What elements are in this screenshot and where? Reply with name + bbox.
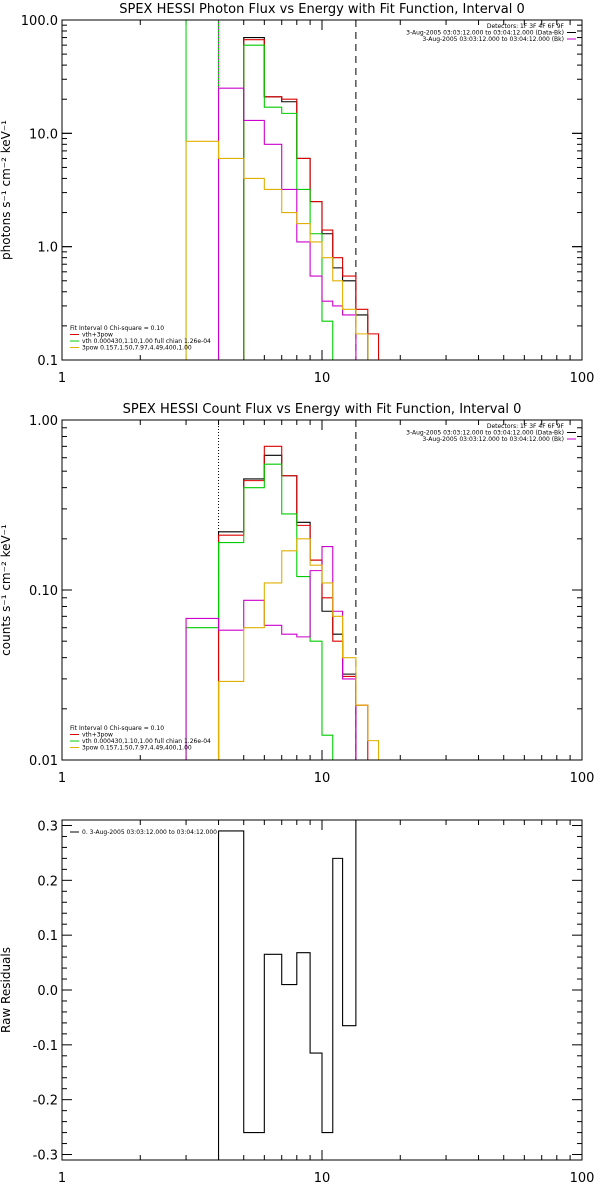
x-tick-label: 10: [314, 371, 331, 386]
info-text: 3-Aug-2005 03:03:12.000 to 03:04:12.000 …: [422, 36, 564, 43]
info-text: 3-Aug-2005 03:03:12.000 to 03:04:12.000 …: [422, 436, 564, 443]
legend-label: vth 0.000430,1.10,1.00 full chian 1.26e-…: [82, 338, 211, 345]
y-tick-label: 0.10: [29, 584, 58, 599]
plot-frame: [61, 19, 583, 361]
y-tick-label: -0.1: [33, 1039, 58, 1054]
series-line: [243, 37, 369, 360]
y-tick-label: 0.3: [37, 819, 58, 834]
legend-label: Fit Interval 0 Chi-square = 0.10: [70, 725, 164, 732]
y-tick-label: -0.3: [33, 1149, 58, 1164]
y-tick-label: 0.2: [37, 874, 58, 889]
legend-label: Fit Interval 0 Chi-square = 0.10: [70, 325, 164, 332]
x-tick-label: 10: [314, 771, 331, 786]
y-axis-label: Raw Residuals: [0, 947, 13, 1033]
series-line: [185, 463, 334, 760]
y-tick-label: 0.1: [37, 929, 58, 944]
series-line: [217, 538, 380, 760]
y-tick-label: 10.0: [29, 127, 58, 142]
series-group: [185, 445, 380, 760]
info-block: Detectors: 1F 3F 4F 6F 9F3-Aug-2005 03:0…: [406, 423, 576, 443]
chart-3: Raw Residuals 1 10 100 0.3 0.2 0.1 0.0 -0.1 -0.2 -…: [0, 819, 595, 1186]
series-line: [217, 454, 357, 760]
plot-frame: [61, 419, 583, 761]
plot-frame: [61, 819, 583, 1161]
y-tick-label: 0.1: [37, 354, 58, 369]
legend-label: vth 0.000430,1.10,1.00 full chian 1.26e-…: [82, 738, 211, 745]
chart-title: SPEX HESSI Count Flux vs Energy with Fit…: [123, 402, 522, 417]
series-line: [243, 44, 334, 360]
y-tick-label: 100.0: [21, 14, 58, 29]
legend: Fit Interval 0 Chi-square = 0.10vth+3pow…: [70, 325, 211, 352]
series-group: [217, 820, 357, 1160]
chart-2: SPEX HESSI Count Flux vs Energy with Fit…: [0, 402, 594, 786]
y-tick-label: -0.2: [33, 1094, 58, 1109]
chart-title: SPEX HESSI Photon Flux vs Energy with Fi…: [119, 2, 525, 17]
x-tick-label: 10: [314, 1171, 331, 1186]
info-text: 3-Aug-2005 03:03:12.000 to 03:04:12.000 …: [406, 30, 564, 37]
x-tick-label: 100: [570, 1171, 595, 1186]
y-tick-label: 1.0: [37, 241, 58, 256]
info-block: Detectors: 1F 3F 4F 6F 9F3-Aug-2005 03:0…: [406, 23, 576, 43]
series-group: [185, 37, 380, 360]
series-line: [243, 39, 380, 360]
legend-label: 3pow 0.157,1.50,7.97,4.49,400,1.00: [82, 745, 192, 752]
legend-label: 0. 3-Aug-2005 03:03:12.000 to 03:04:12.0…: [82, 829, 217, 836]
series-line: [185, 140, 380, 360]
series-line: [185, 546, 357, 760]
series-line: [217, 87, 357, 360]
info-text: Detectors: 1F 3F 4F 6F 9F: [487, 23, 565, 30]
x-tick-label: 1: [58, 1171, 66, 1186]
axis-ticks: 1 10 100 0.3 0.2 0.1 0.0 -0.1 -0.2 -0.3: [33, 819, 595, 1186]
chart-1: SPEX HESSI Photon Flux vs Energy with Fi…: [0, 2, 594, 386]
legend-label: vth+3pow: [82, 732, 113, 739]
legend-label: 3pow 0.157,1.50,7.97,4.49,400,1.00: [82, 345, 192, 352]
y-tick-label: 0.0: [37, 984, 58, 999]
y-tick-label: 1.00: [29, 414, 58, 429]
y-axis-label: photons s⁻¹ cm⁻² keV⁻¹: [0, 120, 13, 260]
legend: Fit Interval 0 Chi-square = 0.10vth+3pow…: [70, 725, 211, 752]
y-tick-label: 0.01: [29, 754, 58, 769]
series-line: [217, 820, 357, 1160]
x-tick-label: 100: [570, 371, 595, 386]
x-tick-label: 1: [58, 771, 66, 786]
info-text: 3-Aug-2005 03:03:12.000 to 03:04:12.000 …: [406, 430, 564, 437]
info-text: Detectors: 1F 3F 4F 6F 9F: [487, 423, 565, 430]
legend-label: vth+3pow: [82, 332, 113, 339]
series-line: [217, 445, 369, 760]
legend: 0. 3-Aug-2005 03:03:12.000 to 03:04:12.0…: [70, 829, 217, 836]
y-axis-label: counts s⁻¹ cm⁻² keV⁻¹: [0, 524, 13, 656]
x-tick-label: 1: [58, 371, 66, 386]
x-tick-label: 100: [570, 771, 595, 786]
